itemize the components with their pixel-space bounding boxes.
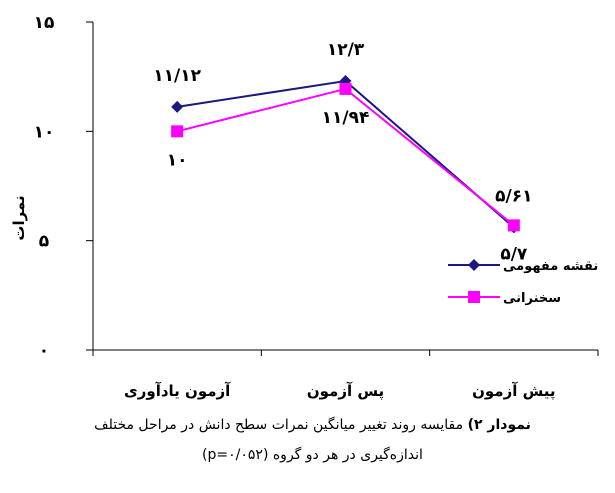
data-value-label: ۱۰ [167, 150, 188, 170]
y-tick-label: ۰ [39, 341, 49, 361]
y-axis-label: نمرات [10, 195, 28, 240]
data-value-label: ۱۱/۱۲ [153, 66, 201, 86]
y-tick-label: ۱۵ [34, 13, 55, 33]
data-value-label: ۱۱/۹۴ [322, 108, 370, 128]
x-category-label: پس آزمون [307, 382, 384, 401]
caption-line-2: اندازه‌گیری در هر دو گروه (p=۰/۰۵۲) [202, 447, 423, 463]
x-category-label: آزمون یادآوری [124, 382, 231, 400]
data-value-label: ۵/۷ [500, 244, 528, 264]
series-line [177, 79, 515, 229]
data-point-square [171, 125, 184, 138]
x-category-label: پیش آزمون [472, 382, 555, 401]
legend-marker-square [468, 291, 480, 303]
legend: نقشه مفهومی سخنرانی [448, 259, 598, 306]
caption-text: مقایسه روند تغییر میانگین نمرات سطح دانش… [94, 417, 464, 433]
data-point-square [507, 219, 520, 232]
data-point-diamond [171, 100, 184, 113]
caption-prefix: نمودار ۲) [467, 417, 531, 433]
legend-marker-diamond [468, 259, 480, 271]
line-chart: ۰ ۵ ۱۰ ۱۵ ۵/۶۱ ۱۲/۳ ۱۱/۱۲ ۵/۷ ۱۱/۹۴ ۱۰ پیش آزمون… [10, 13, 599, 401]
y-tick-label: ۵ [39, 232, 49, 252]
y-tick-label: ۱۰ [34, 122, 55, 142]
data-value-label: ۵/۶۱ [495, 186, 532, 206]
legend-label: نقشه مفهومی [503, 259, 598, 274]
legend-label: سخنرانی [503, 291, 561, 306]
data-point-square [339, 82, 352, 95]
data-value-label: ۱۲/۳ [327, 40, 365, 60]
figure-caption: نمودار ۲) مقایسه روند تغییر میانگین نمرا… [10, 410, 615, 470]
